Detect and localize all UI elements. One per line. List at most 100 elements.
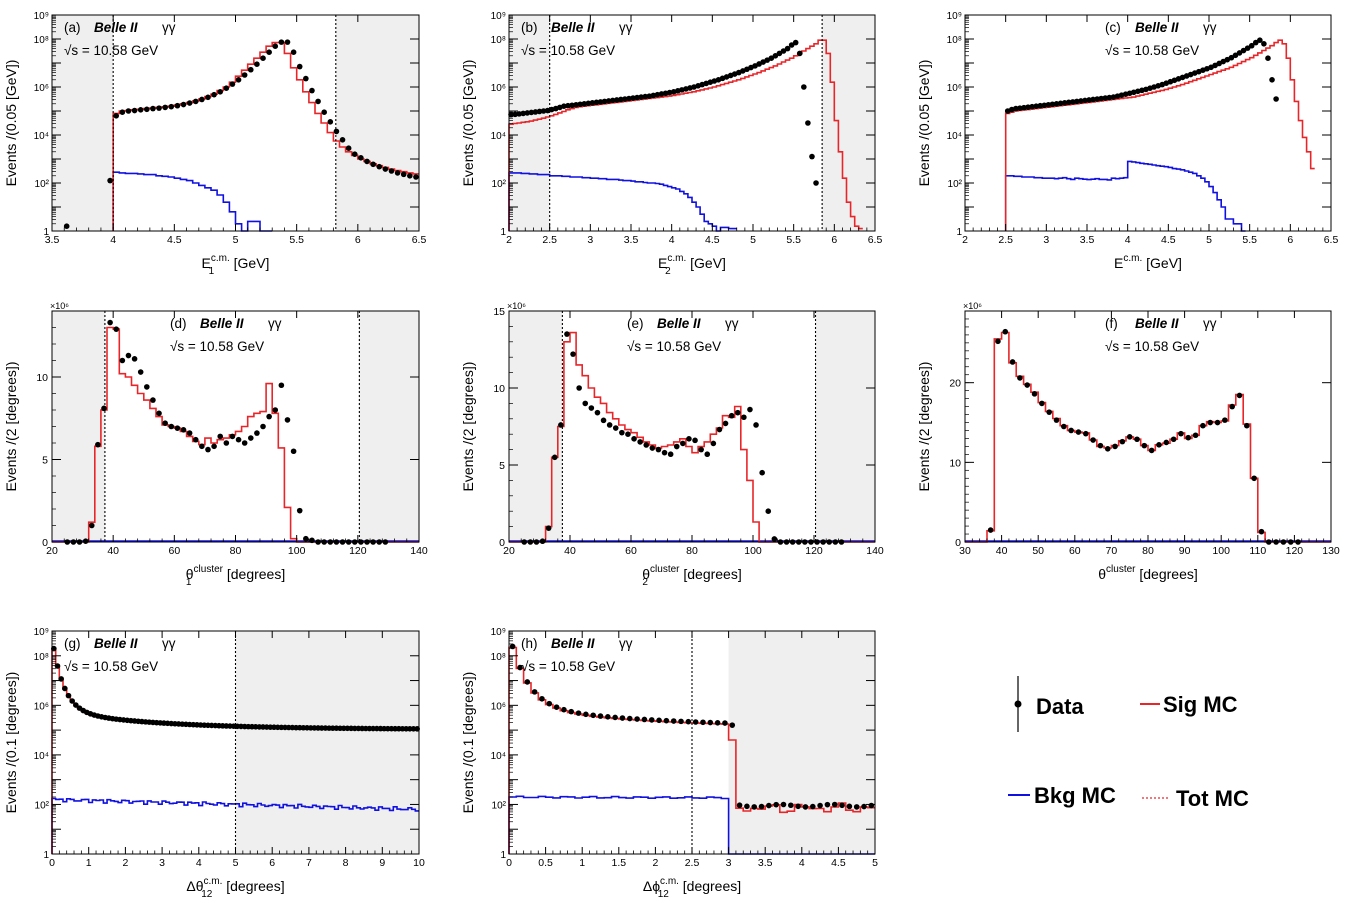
x-tick-label: 4.5 — [705, 234, 720, 246]
sig-mc-histogram — [508, 39, 863, 231]
x-axis-label: θcluster [degrees] — [1098, 564, 1198, 582]
data-point — [622, 96, 628, 102]
x-tick-label: 30 — [959, 545, 971, 557]
data-point — [113, 326, 120, 332]
data-point — [716, 426, 723, 433]
data-point — [649, 445, 656, 451]
data-point — [766, 802, 772, 809]
process-label: γγ — [1203, 20, 1217, 35]
data-point — [217, 89, 224, 95]
x-tick-label: 40 — [564, 545, 576, 557]
data-point — [199, 96, 205, 103]
data-point — [272, 407, 279, 413]
data-point — [625, 431, 631, 438]
x-tick-label: 6.5 — [412, 234, 427, 246]
data-point — [861, 803, 867, 810]
data-point — [612, 714, 618, 721]
y-tick-label: 20 — [949, 378, 961, 390]
y-axis-label: Events /(0.05 [GeV]) — [460, 60, 476, 187]
data-point — [637, 439, 643, 445]
data-point — [1119, 438, 1126, 445]
data-point — [1134, 436, 1140, 443]
data-point — [321, 109, 327, 115]
data-point — [254, 430, 260, 436]
data-point — [1214, 419, 1221, 426]
data-point — [772, 53, 779, 59]
x-tick-label: 1 — [86, 857, 92, 869]
data-point — [407, 173, 413, 179]
data-point — [788, 42, 795, 48]
data-point — [1061, 100, 1068, 106]
data-point — [1045, 101, 1052, 108]
x-tick-label: 5 — [750, 234, 756, 246]
data-point — [358, 155, 364, 161]
data-point — [168, 103, 175, 110]
data-point — [1192, 432, 1199, 439]
panel-label: (b) — [521, 20, 538, 35]
data-point — [205, 94, 211, 101]
data-point — [351, 151, 358, 157]
data-point — [1222, 417, 1228, 423]
panel-a: 3.5 4 4.5 5 5.5 6 6.5 1 10² 10⁴ 10⁶ 10⁸ 10⁹ (a) Belle … — [3, 11, 426, 277]
data-point — [545, 525, 552, 531]
y-tick-label: 1 — [956, 227, 962, 238]
data-point — [667, 451, 674, 458]
plot-frame — [508, 14, 876, 232]
data-point — [1049, 101, 1056, 108]
data-point — [1013, 105, 1019, 112]
experiment-label: Belle II — [94, 636, 138, 651]
data-point — [673, 443, 680, 450]
x-tick-label: 50 — [1032, 545, 1044, 557]
panel-label: (g) — [64, 636, 81, 651]
data-point — [846, 803, 853, 810]
data-point — [600, 417, 607, 424]
data-point — [638, 94, 644, 100]
data-point — [605, 98, 612, 104]
y-axis-label: Events /(0.05 [GeV]) — [3, 60, 19, 187]
y-tick-label: 10² — [492, 179, 507, 190]
y-tick-label: 10⁶ — [34, 701, 49, 712]
data-point — [788, 802, 794, 809]
shaded-region — [728, 631, 875, 854]
data-point — [1033, 103, 1039, 109]
data-point — [1269, 77, 1275, 83]
panel-label: (a) — [64, 20, 81, 35]
data-point — [1090, 96, 1096, 103]
x-tick-label: 80 — [1142, 545, 1154, 557]
x-tick-label: 120 — [349, 545, 367, 557]
data-point — [569, 102, 575, 109]
data-point — [736, 802, 743, 809]
data-point — [235, 436, 242, 443]
data-point — [125, 108, 132, 114]
panel-d: 20 40 60 80 100 120 140 0 5 10 ×10⁶ (d) Belle II γγ √s… — [3, 301, 428, 588]
data-point — [634, 716, 640, 722]
data-point — [642, 93, 649, 100]
data-point — [796, 50, 803, 57]
legend-data-marker — [1014, 700, 1022, 708]
x-tick-label: 60 — [1069, 545, 1081, 557]
x-tick-label: 2.5 — [998, 234, 1013, 246]
data-point — [773, 801, 779, 808]
panels: 3.5 4 4.5 5 5.5 6 6.5 1 10² 10⁴ 10⁶ 10⁸ 10⁹ (a) Belle … — [3, 11, 1340, 898]
data-point — [1232, 52, 1239, 59]
data-point — [1090, 437, 1096, 443]
data-point — [692, 437, 698, 444]
data-point — [180, 101, 187, 108]
x-tick-label: 5.5 — [786, 234, 801, 246]
energy-label: √s = 10.58 GeV — [1105, 43, 1199, 58]
y-tick-label: 10² — [948, 179, 963, 190]
data-point — [413, 174, 419, 180]
data-point — [536, 108, 543, 115]
data-point — [278, 39, 285, 45]
data-point — [573, 101, 579, 108]
data-point — [1102, 95, 1109, 101]
y-tick-label: 10⁶ — [947, 83, 962, 94]
x-tick-label: 4 — [196, 857, 202, 869]
x-tick-label: 8 — [343, 857, 349, 869]
data-point — [641, 716, 648, 723]
x-tick-label: 20 — [503, 545, 515, 557]
energy-label: √s = 10.58 GeV — [521, 659, 615, 674]
x-tick-label: 6 — [831, 234, 837, 246]
data-point — [296, 507, 303, 514]
x-tick-label: 60 — [168, 545, 180, 557]
